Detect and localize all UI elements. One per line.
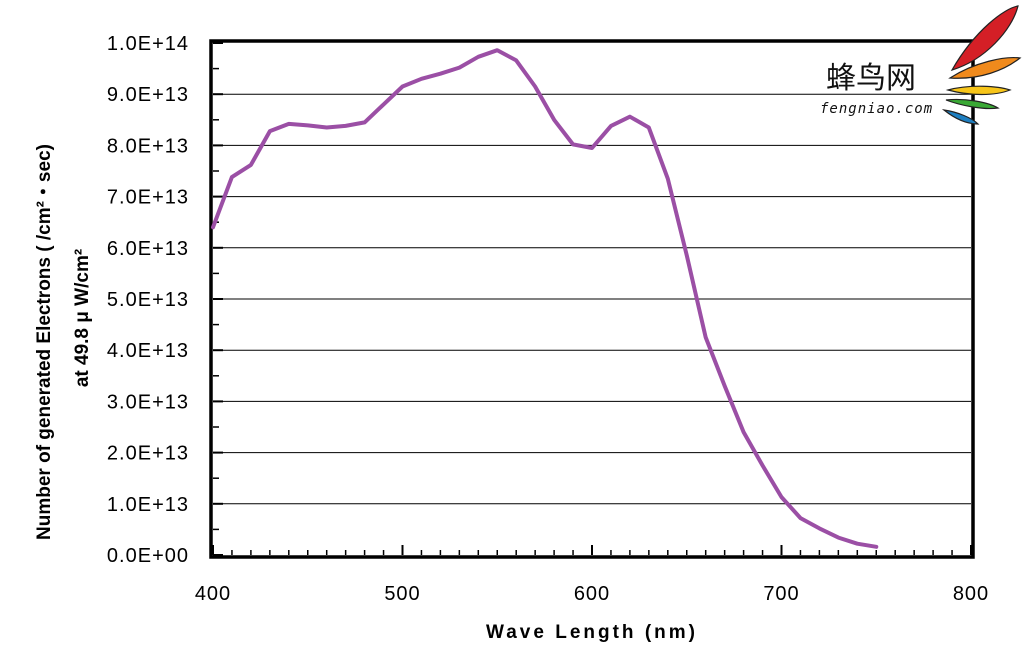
y-tick-label: 7.0E+13	[107, 187, 189, 209]
y-tick-label: 1.0E+13	[107, 494, 189, 516]
plot-frame	[209, 39, 975, 559]
y-tick-label: 8.0E+13	[107, 135, 189, 157]
y-axis-label-group-2: at 49.8 μ W/cm²	[72, 249, 93, 387]
grid-lines	[213, 93, 971, 505]
y-tick-label: 6.0E+13	[107, 238, 189, 260]
logo-chinese-text: 蜂鸟网	[826, 61, 916, 96]
x-tick-label: 500	[384, 583, 420, 605]
y-tick-label: 3.0E+13	[107, 391, 189, 413]
x-tick-label: 400	[195, 583, 231, 605]
y-axis-label-line1: Number of generated Electrons ( /cm²・sec…	[34, 144, 55, 540]
series-line	[211, 48, 879, 549]
y-axis-label-group: Number of generated Electrons ( /cm²・sec…	[34, 144, 55, 540]
fengniao-logo: 蜂鸟网 fengniao.com	[820, 5, 1022, 125]
x-axis-label: Wave Length (nm)	[486, 622, 698, 643]
y-tick-label: 1.0E+14	[107, 33, 189, 55]
feather-logo-icon	[941, 5, 1022, 125]
x-tick-label: 700	[763, 583, 799, 605]
y-axis: 0.0E+00 1.0E+13 2.0E+13 3.0E+13 4.0E+13 5.0E+…	[107, 33, 223, 567]
logo-english-text: fengniao.com	[820, 101, 933, 117]
y-tick-label: 2.0E+13	[107, 443, 189, 465]
y-tick-label: 4.0E+13	[107, 340, 189, 362]
x-axis: 400 500 600 700 800	[195, 545, 989, 605]
y-tick-label: 5.0E+13	[107, 289, 189, 311]
y-tick-label: 9.0E+13	[107, 84, 189, 106]
x-tick-label: 800	[953, 583, 989, 605]
x-tick-label: 600	[574, 583, 610, 605]
y-tick-label: 0.0E+00	[107, 545, 189, 567]
y-axis-label-line2: at 49.8 μ W/cm²	[72, 249, 93, 387]
